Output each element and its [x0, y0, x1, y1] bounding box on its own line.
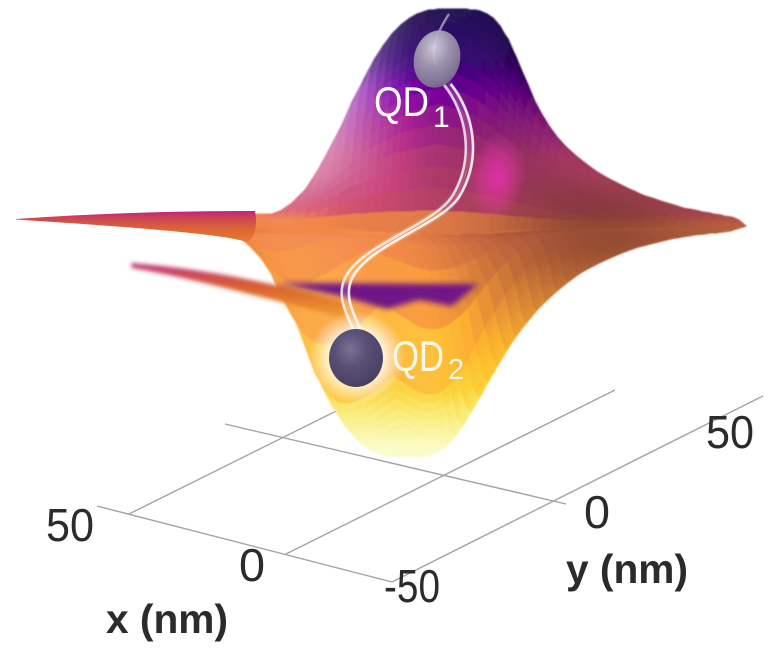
svg-text:QD: QD: [392, 333, 444, 381]
svg-text:x (nm): x (nm): [106, 596, 228, 642]
svg-text:y (nm): y (nm): [566, 546, 688, 592]
svg-text:0: 0: [239, 539, 265, 591]
svg-text:2: 2: [448, 354, 464, 386]
svg-text:50: 50: [706, 406, 754, 458]
svg-text:0: 0: [584, 486, 610, 538]
svg-text:50: 50: [46, 499, 94, 551]
svg-text:-50: -50: [384, 560, 440, 612]
svg-text:QD: QD: [374, 78, 429, 125]
svg-text:1: 1: [433, 101, 450, 134]
